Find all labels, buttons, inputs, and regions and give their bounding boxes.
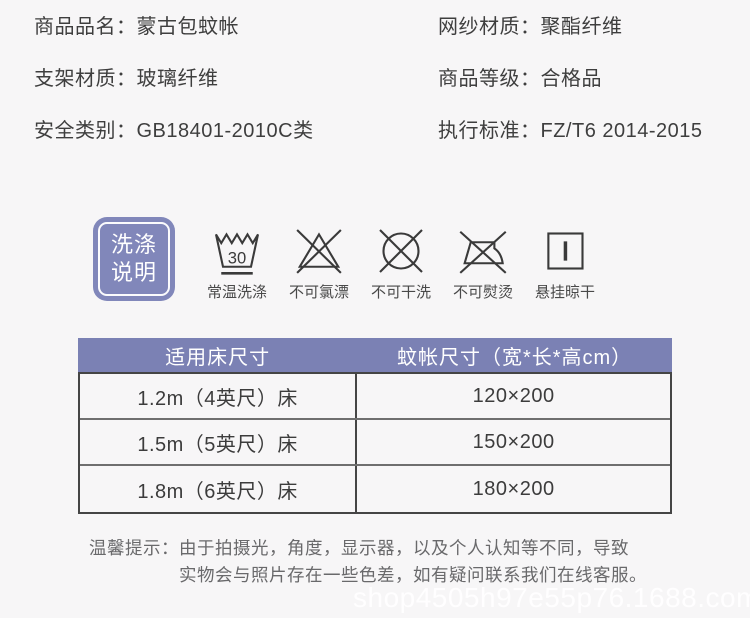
laundry-caption: 不可氯漂: [288, 284, 349, 301]
spec-frame-material: 支架材质：玻璃纤维: [34, 66, 438, 92]
wash-title-line1: 洗涤: [110, 232, 157, 257]
shop-watermark: shop4505h97e55p76.1688.com: [353, 582, 750, 613]
no-dry-clean-icon: 不可干洗: [360, 223, 442, 302]
bed-size-cell: 1.2m（4英尺）床: [80, 374, 358, 418]
spec-value: 蒙古包蚊帐: [136, 16, 239, 38]
spec-mesh-material: 网纱材质：聚酯纤维: [438, 14, 734, 40]
wash-title-line2: 说明: [110, 260, 157, 285]
header-bed-size: 适用床尺寸: [165, 346, 271, 369]
spec-standard: 执行标准：FZ/T6 2014-2015: [438, 118, 734, 144]
spec-value: 玻璃纤维: [136, 68, 219, 90]
spec-label: 支架材质：: [34, 68, 137, 90]
size-table: 适用床尺寸 蚊帐尺寸（宽*长*高cm） 1.2m（4英尺）床 120×200 1…: [78, 338, 672, 514]
bed-size-cell: 1.8m（6英尺）床: [80, 466, 358, 512]
spec-value: 合格品: [540, 68, 602, 90]
net-size-cell: 150×200: [472, 430, 555, 453]
size-table-header: 适用床尺寸 蚊帐尺寸（宽*长*高cm）: [78, 338, 672, 372]
bed-size-cell: 1.5m（5英尺）床: [80, 420, 358, 464]
spec-label: 安全类别：: [34, 120, 137, 142]
spec-value: GB18401-2010C类: [136, 120, 314, 142]
spec-label: 网纱材质：: [438, 16, 541, 38]
spec-value: 聚酯纤维: [540, 16, 623, 38]
no-bleach-icon: 不可氯漂: [278, 223, 360, 302]
table-row: 1.8m（6英尺）床 180×200: [80, 466, 670, 512]
spec-grade: 商品等级：合格品: [438, 66, 734, 92]
laundry-caption: 悬挂晾干: [534, 284, 595, 301]
table-row: 1.2m（4英尺）床 120×200: [80, 374, 670, 420]
spec-label: 商品等级：: [438, 68, 541, 90]
hang-dry-icon: 悬挂晾干: [524, 223, 606, 302]
laundry-icon-row: 30 常温洗涤 不可氯漂 不可干洗: [196, 223, 606, 302]
spec-label: 商品品名：: [34, 16, 137, 38]
no-iron-icon: 不可熨烫: [442, 223, 524, 302]
no-bleach-glyph: [296, 229, 342, 274]
no-iron-glyph: [459, 230, 507, 274]
spec-product-name: 商品品名：蒙古包蚊帐: [34, 14, 438, 40]
warm-tips-line2: 实物会与照片存在一些色差，如有疑问联系我们在线客服。: [179, 565, 647, 585]
wash-instructions-badge-inner: 洗涤 说明: [98, 222, 170, 296]
spec-safety-class: 安全类别：GB18401-2010C类: [34, 118, 438, 144]
wash-30-icon: 30 常温洗涤: [196, 223, 278, 302]
header-net-size: 蚊帐尺寸（宽*长*高cm）: [396, 346, 633, 369]
net-size-cell: 180×200: [472, 477, 555, 500]
spec-value: FZ/T6 2014-2015: [540, 120, 703, 142]
laundry-caption: 不可干洗: [370, 284, 431, 301]
spec-grid: 商品品名：蒙古包蚊帐 网纱材质：聚酯纤维 支架材质：玻璃纤维 商品等级：合格品 …: [34, 14, 734, 144]
wash-instructions-badge: 洗涤 说明: [93, 217, 175, 301]
no-dry-clean-glyph: [379, 229, 423, 273]
svg-text:30: 30: [228, 248, 246, 267]
warm-tips-line1: 温馨提示：由于拍摄光，角度，显示器，以及个人认知等不同，导致: [89, 538, 629, 558]
size-table-body: 1.2m（4英尺）床 120×200 1.5m（5英尺）床 150×200 1.…: [78, 372, 672, 514]
spec-label: 执行标准：: [438, 120, 541, 142]
table-row: 1.5m（5英尺）床 150×200: [80, 420, 670, 466]
laundry-caption: 常温洗涤: [206, 284, 267, 301]
warm-tips: 温馨提示：由于拍摄光，角度，显示器，以及个人认知等不同，导致 实物会与照片存在一…: [89, 535, 647, 589]
hang-dry-glyph: [547, 232, 584, 270]
laundry-caption: 不可熨烫: [452, 284, 513, 301]
net-size-cell: 120×200: [472, 384, 555, 407]
wash-30-glyph: 30: [214, 232, 260, 275]
